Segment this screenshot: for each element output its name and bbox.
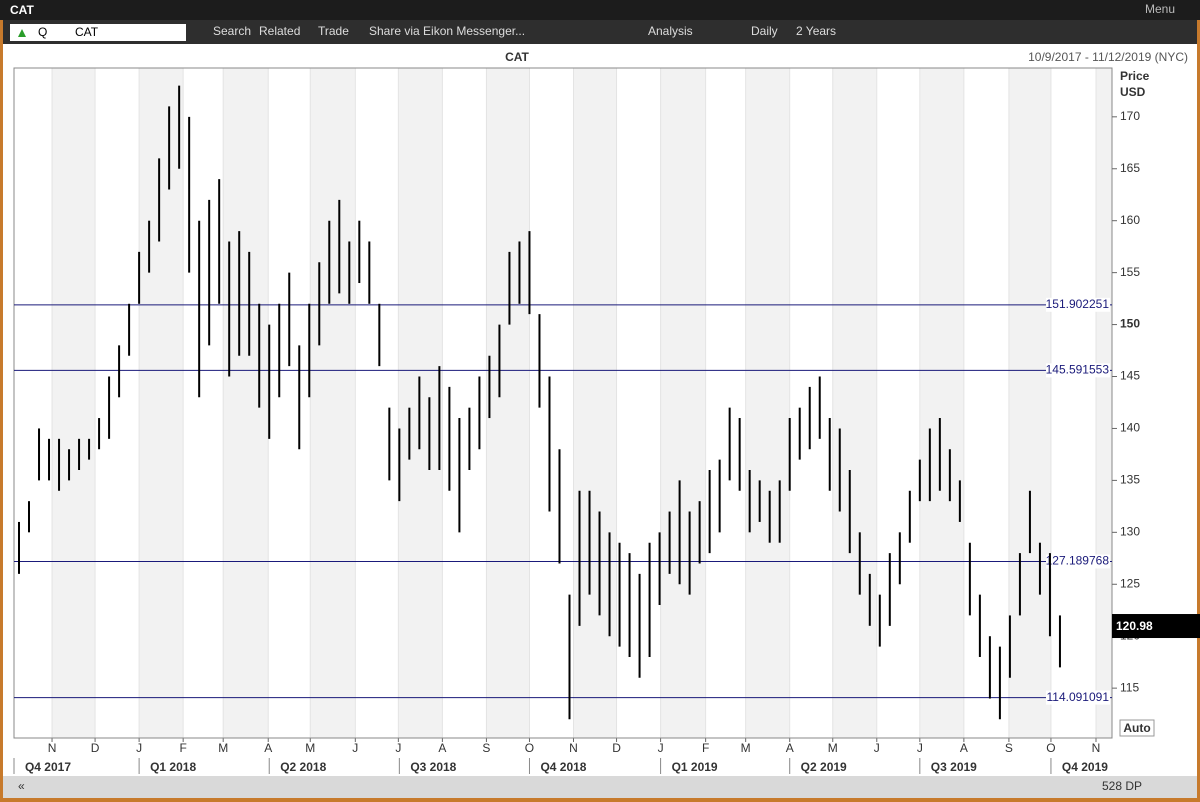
ric-mode[interactable]: Q [38, 25, 47, 39]
x-tick-label: O [525, 741, 534, 755]
x-tick-label: A [960, 741, 968, 755]
scroll-left[interactable]: « [18, 779, 25, 793]
y-label: Price [1120, 69, 1150, 83]
scrollbar[interactable] [3, 776, 1197, 798]
x-tick-label: J [395, 741, 401, 755]
x-tick-label: A [786, 741, 794, 755]
level-label: 151.902251 [1046, 297, 1110, 311]
last-price: 120.98 [1116, 619, 1153, 633]
interval[interactable]: Daily [751, 24, 778, 38]
y-tick-label: 170 [1120, 109, 1140, 123]
quarter-label: Q2 2019 [801, 760, 847, 774]
ric-box[interactable] [10, 24, 186, 41]
month-band [52, 68, 96, 738]
level-label-bg [1046, 690, 1110, 705]
month-band [660, 68, 706, 738]
plot: N D J F M A M J J A S O N D J F M A M J J A S O N Q4 2017 Q1 2018 Q… [13, 67, 1200, 774]
quarter-label: Q3 2018 [410, 760, 456, 774]
quarter-label: Q4 2017 [25, 760, 71, 774]
x-tick-label: M [741, 741, 751, 755]
up-icon [18, 29, 26, 37]
chart-title: CAT [505, 50, 529, 64]
title-bar [0, 0, 1200, 20]
level-label: 145.591553 [1046, 363, 1110, 377]
quarter-label: Q3 2019 [931, 760, 977, 774]
level-label: 127.189768 [1046, 554, 1110, 568]
month-band [486, 68, 530, 738]
x-tick-label: N [569, 741, 578, 755]
month-band [1008, 68, 1051, 738]
plot-border [13, 67, 1113, 739]
y-tick-label: 140 [1120, 421, 1140, 435]
scale-mode[interactable]: Auto [1123, 721, 1150, 735]
month-band [919, 68, 964, 738]
x-tick-label: J [352, 741, 358, 755]
x-tick-label: S [482, 741, 490, 755]
y-tick-label: 135 [1120, 473, 1140, 487]
month-band [745, 68, 790, 738]
x-tick-label: F [179, 741, 186, 755]
scale-box[interactable] [1119, 719, 1155, 737]
y-tick-label: 115 [1120, 680, 1139, 694]
quarter-label: Q1 2019 [672, 760, 718, 774]
month-band [310, 68, 356, 738]
month-band [223, 68, 269, 738]
level-label-bg [1046, 554, 1110, 569]
x-tick-label: A [438, 741, 446, 755]
level-label: 114.091091 [1046, 690, 1109, 704]
y-tick-label: 150 [1120, 317, 1140, 331]
month-band [398, 68, 443, 738]
last-price-box [1112, 614, 1200, 639]
x-tick-label: N [48, 741, 57, 755]
y-label: USD [1120, 85, 1146, 99]
window-title: CAT [10, 3, 34, 17]
x-tick-label: M [305, 741, 315, 755]
chart-subtitle: 10/9/2017 - 11/12/2019 (NYC) [1028, 50, 1188, 64]
month-band [1095, 68, 1112, 738]
x-tick-label: J [917, 741, 923, 755]
x-tick-label: A [264, 741, 272, 755]
y-tick-label: 125 [1120, 576, 1140, 590]
share[interactable]: Share via Eikon Messenger... [369, 24, 525, 38]
y-tick-label: 130 [1120, 524, 1140, 538]
quarter-label: Q2 2018 [280, 760, 326, 774]
level-label-bg [1046, 363, 1110, 378]
toolbar [3, 20, 1197, 44]
x-tick-label: J [658, 741, 664, 755]
quarter-label: Q1 2018 [150, 760, 196, 774]
y-tick-label: 145 [1120, 369, 1140, 383]
search[interactable]: Search [213, 24, 251, 38]
y-tick-label: 155 [1120, 265, 1140, 279]
month-band [573, 68, 617, 738]
x-tick-label: M [828, 741, 838, 755]
y-tick-label: 160 [1120, 213, 1140, 227]
related[interactable]: Related [259, 24, 300, 38]
x-tick-label: J [136, 741, 142, 755]
y-tick-label: 165 [1120, 161, 1140, 175]
x-tick-label: O [1046, 741, 1055, 755]
level-label-bg [1046, 297, 1110, 312]
x-tick-label: D [91, 741, 100, 755]
month-band [832, 68, 877, 738]
x-tick-label: S [1005, 741, 1013, 755]
x-tick-label: M [218, 741, 228, 755]
x-tick-label: F [702, 741, 709, 755]
x-tick-label: J [874, 741, 880, 755]
quarter-label: Q4 2019 [1062, 760, 1108, 774]
menu[interactable]: Menu [1145, 2, 1175, 16]
x-tick-label: D [612, 741, 621, 755]
ric-input[interactable]: CAT [75, 25, 99, 39]
x-tick-label: N [1092, 741, 1101, 755]
trade[interactable]: Trade [318, 24, 349, 38]
range[interactable]: 2 Years [796, 24, 836, 38]
analysis[interactable]: Analysis [648, 24, 693, 38]
month-band [139, 68, 184, 738]
quarter-label: Q4 2018 [540, 760, 586, 774]
points: 528 DP [1102, 779, 1142, 793]
